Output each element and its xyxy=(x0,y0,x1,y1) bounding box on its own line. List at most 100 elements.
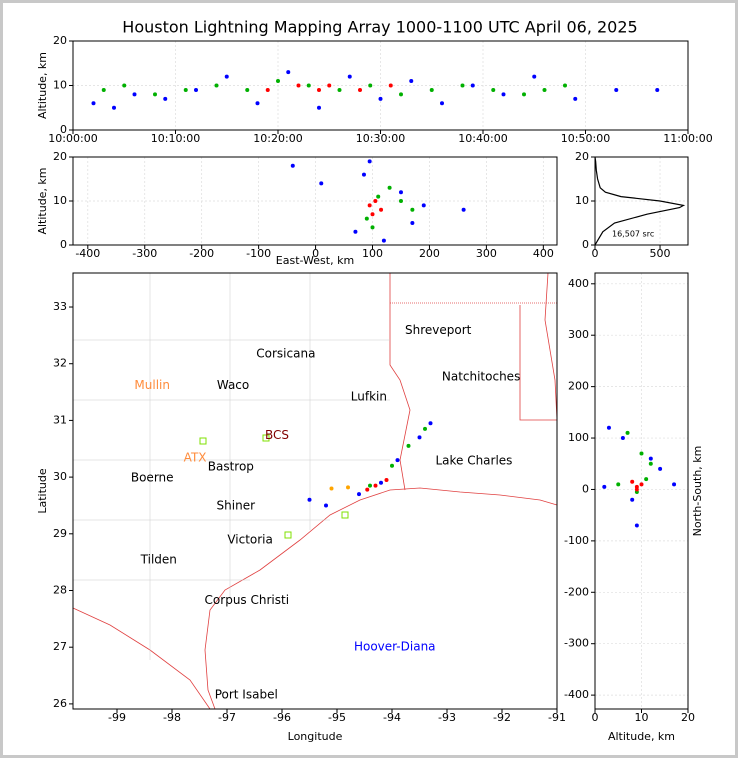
city-label: Shiner xyxy=(217,499,256,513)
y-tick-label: 0 xyxy=(60,238,67,251)
source-point xyxy=(183,87,188,92)
x-axis-label: East-West, km xyxy=(276,254,354,267)
source-point xyxy=(286,70,291,75)
source-point xyxy=(361,172,366,177)
x-tick-label: 500 xyxy=(650,247,671,260)
source-point xyxy=(324,503,328,508)
x-tick-label: 10:20:00 xyxy=(253,132,302,145)
source-point xyxy=(365,487,370,492)
y-tick-label: 10 xyxy=(53,79,67,92)
source-point xyxy=(224,74,229,79)
source-point xyxy=(390,463,394,468)
y-tick-label: 200 xyxy=(568,380,589,393)
x-tick-label: -100 xyxy=(246,247,271,260)
city-label: Boerne xyxy=(131,471,174,485)
city-label: Port Isabel xyxy=(215,687,278,701)
city-label: Lake Charles xyxy=(435,454,512,468)
source-point xyxy=(634,523,639,528)
source-point xyxy=(101,87,106,92)
city-label: Tilden xyxy=(140,552,177,566)
x-tick-label: -97 xyxy=(218,711,236,724)
x-tick-label: -300 xyxy=(132,247,157,260)
source-point xyxy=(417,435,422,440)
y-tick-label: 26 xyxy=(53,697,67,710)
source-point xyxy=(461,207,466,212)
source-count: 16,507 src xyxy=(612,230,654,239)
source-point xyxy=(132,92,137,97)
source-point xyxy=(602,484,607,489)
source-point xyxy=(370,212,375,217)
x-tick-label: 0 xyxy=(592,247,599,260)
source-point xyxy=(634,484,639,489)
source-point xyxy=(542,87,547,92)
source-point xyxy=(307,497,312,502)
y-axis-label: Latitude xyxy=(36,468,49,514)
y-tick-label: 10 xyxy=(575,194,589,207)
source-point xyxy=(522,92,526,97)
source-point xyxy=(409,79,414,84)
source-point xyxy=(563,83,567,88)
source-point xyxy=(573,96,578,101)
source-point xyxy=(381,238,386,243)
y-tick-label: -200 xyxy=(564,585,589,598)
x-tick-label: -93 xyxy=(438,711,456,724)
x-tick-label: -94 xyxy=(383,711,401,724)
source-point xyxy=(358,87,362,92)
source-point xyxy=(614,87,619,92)
x-axis-label: Altitude, km xyxy=(608,730,675,743)
source-point xyxy=(364,216,369,221)
source-point xyxy=(440,101,444,106)
source-point xyxy=(491,87,496,92)
plot-frame xyxy=(594,272,689,710)
source-point xyxy=(384,477,389,482)
city-label: Hoover-Diana xyxy=(354,640,436,654)
y-axis-label: Altitude, km xyxy=(36,52,49,119)
y-tick-label: 10 xyxy=(53,194,67,207)
city-label: Corsicana xyxy=(256,347,315,361)
x-tick-label: 10:50:00 xyxy=(561,132,610,145)
source-point xyxy=(378,96,383,101)
city-label: BCS xyxy=(265,428,289,442)
x-tick-label: -95 xyxy=(328,711,346,724)
source-point xyxy=(672,482,677,487)
source-point xyxy=(644,477,649,482)
source-point xyxy=(630,479,635,484)
source-point xyxy=(367,159,372,164)
source-point xyxy=(329,486,334,491)
y-tick-label: 20 xyxy=(575,150,589,163)
source-point xyxy=(620,436,625,441)
y-tick-label: 32 xyxy=(53,357,67,370)
city-label: Mullin xyxy=(134,378,170,392)
x-tick-label: 300 xyxy=(476,247,497,260)
source-point xyxy=(429,87,434,92)
source-point xyxy=(648,461,653,466)
source-point xyxy=(398,199,403,203)
source-point xyxy=(606,425,611,430)
source-point xyxy=(379,207,384,212)
source-point xyxy=(639,451,644,456)
city-label: Victoria xyxy=(227,533,273,547)
x-tick-label: 10:30:00 xyxy=(356,132,405,145)
city-label: ATX xyxy=(184,450,207,464)
source-point xyxy=(410,221,415,225)
y-tick-label: 20 xyxy=(53,150,67,163)
source-point xyxy=(163,96,168,101)
source-point xyxy=(153,92,157,97)
source-point xyxy=(639,482,644,487)
y-tick-label: 33 xyxy=(53,300,67,313)
y-tick-label: 100 xyxy=(568,431,589,444)
source-point xyxy=(379,480,383,485)
y-tick-label: -300 xyxy=(564,637,589,650)
source-point xyxy=(317,105,321,110)
source-point xyxy=(290,163,295,168)
altitude-profile xyxy=(594,156,686,246)
x-tick-label: 20 xyxy=(681,711,695,724)
map-borders xyxy=(72,272,558,710)
y-tick-label: 28 xyxy=(53,584,67,597)
plot-frame xyxy=(72,272,558,710)
source-point xyxy=(319,181,324,186)
y-tick-label: 29 xyxy=(53,527,67,540)
source-point xyxy=(428,421,433,426)
source-point xyxy=(368,83,373,88)
x-tick-label: 11:00:00 xyxy=(663,132,712,145)
